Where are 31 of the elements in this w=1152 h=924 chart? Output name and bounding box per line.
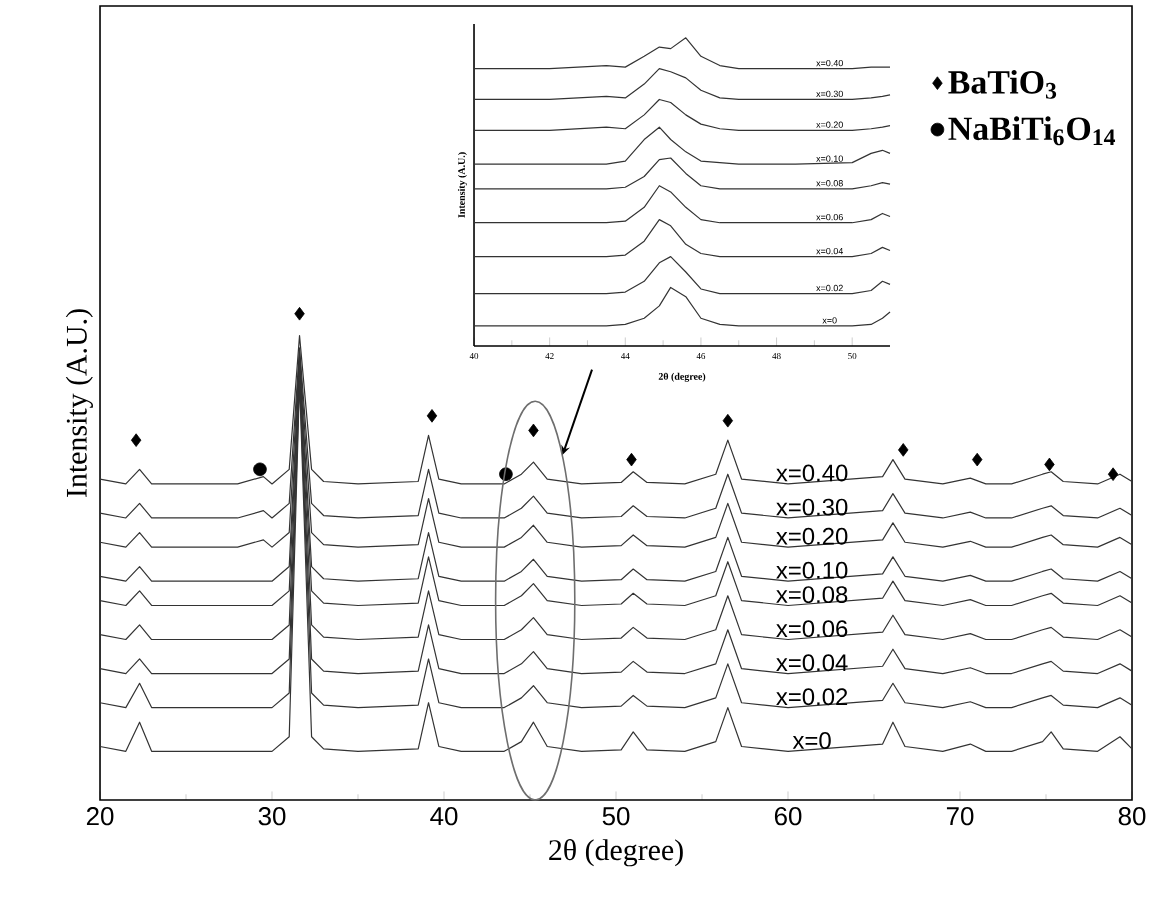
y-axis-title: Intensity (A.U.) (65, 309, 93, 497)
series-label: x=0.08 (776, 586, 848, 604)
series-label: x=0.30 (776, 498, 848, 516)
legend-label: NaBiTi$_{6}$O$_{14}$ (948, 116, 1116, 146)
point (1044, 457, 1055, 472)
series-label: x=0 (792, 732, 831, 749)
point (722, 413, 733, 428)
x-tick-label: 50 (602, 807, 630, 826)
point (972, 452, 983, 467)
legend-label: BaTiO$_{3}$ (948, 69, 1057, 99)
point (253, 462, 267, 477)
point (130, 433, 142, 447)
series-label: x=0.40 (776, 464, 848, 482)
x-tick-label: 20 (86, 807, 114, 826)
point (294, 306, 305, 321)
x-tick-label: 30 (258, 807, 286, 826)
x-tick-label: 60 (774, 807, 802, 826)
series-label: x=0.20 (776, 527, 848, 545)
point (528, 423, 539, 438)
series-label: x=0.04 (776, 654, 848, 672)
x-tick-label: 70 (946, 807, 974, 826)
point (1107, 467, 1119, 481)
series-label: x=0.10 (776, 561, 848, 579)
series-label: x=0.02 (776, 688, 848, 706)
x-axis-title: 2θ (degree) (549, 839, 683, 867)
series-label: x=0.06 (776, 620, 848, 638)
point (426, 409, 438, 423)
point (626, 452, 637, 467)
x-tick-label: 40 (430, 807, 458, 826)
x-tick-label: 80 (1118, 807, 1146, 826)
point (898, 443, 909, 457)
